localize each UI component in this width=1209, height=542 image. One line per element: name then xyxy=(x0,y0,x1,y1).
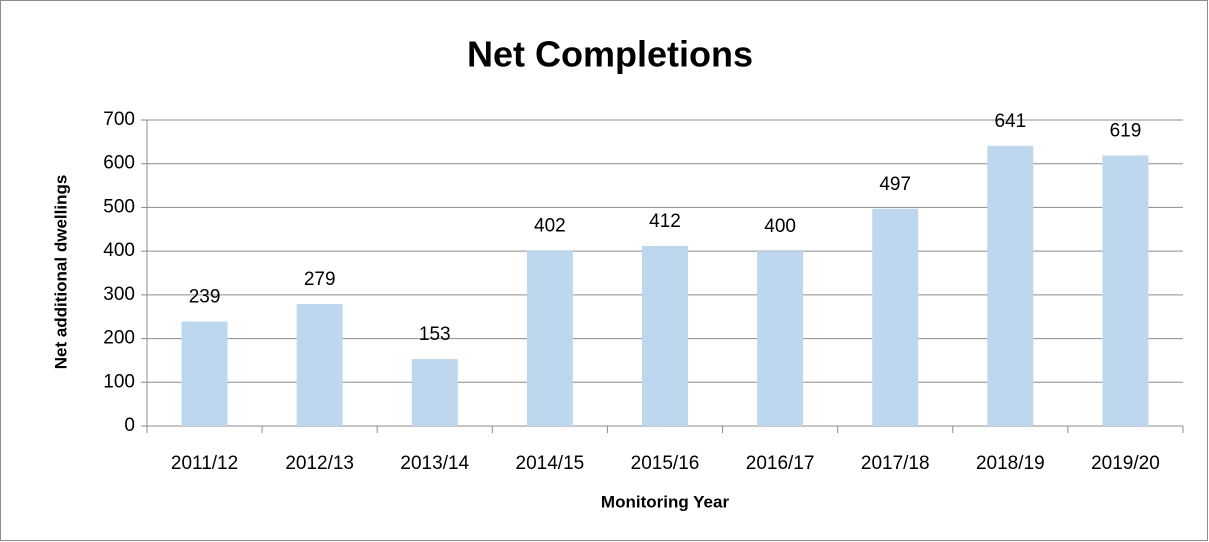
data-label: 239 xyxy=(189,287,221,308)
data-label: 497 xyxy=(879,174,911,195)
data-label: 402 xyxy=(534,215,566,236)
y-tick-label: 100 xyxy=(103,371,135,392)
x-axis-title: Monitoring Year xyxy=(601,492,730,511)
y-tick-label: 700 xyxy=(103,109,135,130)
data-label: 400 xyxy=(764,216,796,237)
bar xyxy=(757,251,804,426)
y-tick-label: 400 xyxy=(103,240,135,261)
y-tick-label: 200 xyxy=(103,328,135,349)
data-label: 153 xyxy=(419,324,451,345)
bar xyxy=(987,145,1034,426)
y-tick-label: 600 xyxy=(103,153,135,174)
data-label: 619 xyxy=(1110,120,1142,141)
data-label: 641 xyxy=(994,111,1026,132)
x-tick-label: 2018/19 xyxy=(976,453,1045,474)
y-tick-label: 500 xyxy=(103,196,135,217)
x-tick-label: 2019/20 xyxy=(1091,453,1160,474)
bar xyxy=(1102,155,1149,426)
x-tick-label: 2011/12 xyxy=(171,453,238,474)
x-tick-label: 2017/18 xyxy=(861,453,930,474)
data-label: 412 xyxy=(649,211,681,232)
x-tick-label: 2012/13 xyxy=(285,453,354,474)
bar xyxy=(642,245,688,426)
y-tick-label: 0 xyxy=(124,415,135,436)
bar xyxy=(872,208,919,426)
bar xyxy=(296,304,343,426)
x-tick-label: 2016/17 xyxy=(746,453,815,474)
chart-title: Net Completions xyxy=(467,34,753,75)
data-label: 279 xyxy=(304,269,336,290)
x-tick-label: 2013/14 xyxy=(400,453,469,474)
bar xyxy=(411,359,458,426)
x-tick-label: 2015/16 xyxy=(631,453,700,474)
bar xyxy=(181,321,228,426)
y-axis-title: Net additional dwellings xyxy=(51,175,70,370)
bar xyxy=(526,250,573,426)
y-tick-label: 300 xyxy=(103,284,135,305)
x-tick-label: 2014/15 xyxy=(516,453,585,474)
